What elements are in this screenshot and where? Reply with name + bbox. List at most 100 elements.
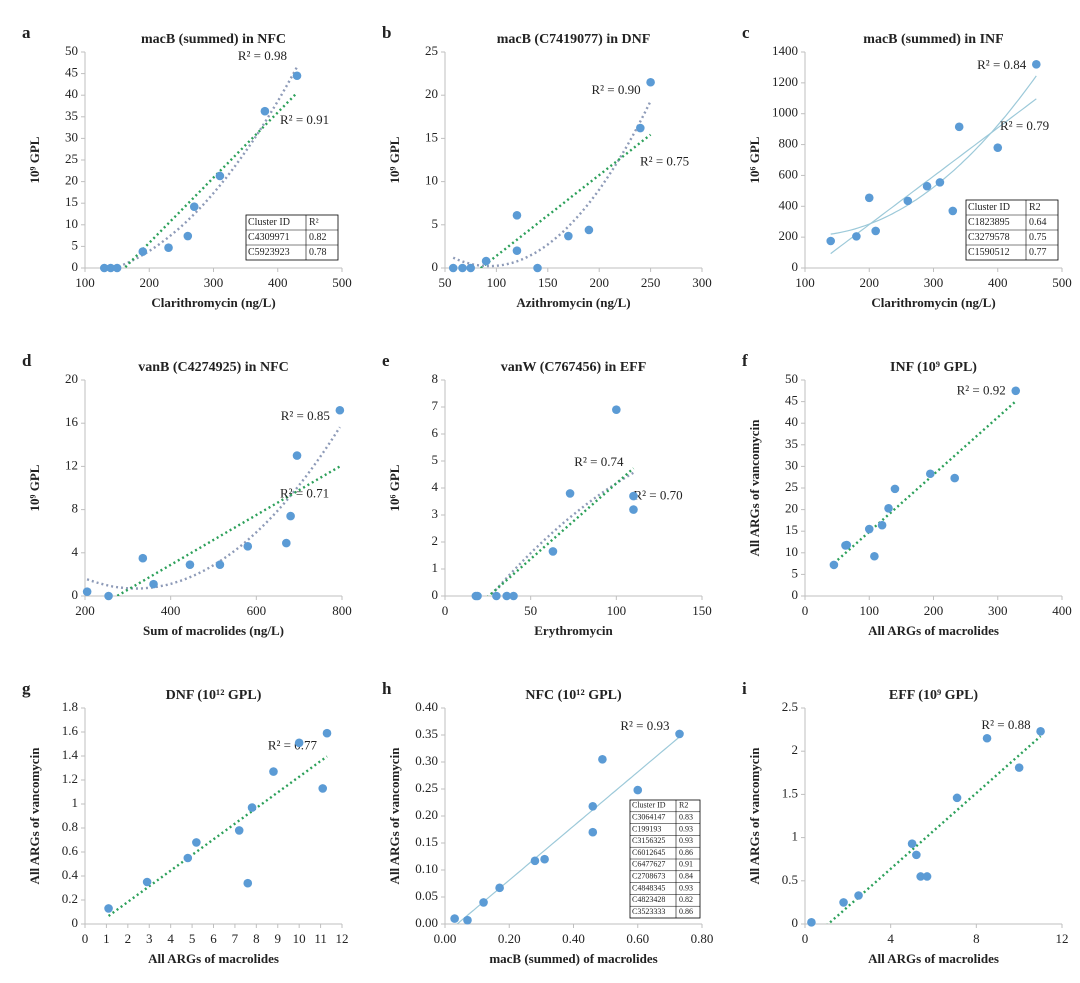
y-tick-label: 50 bbox=[785, 371, 798, 386]
table-cell: 0.83 bbox=[679, 813, 693, 822]
y-tick-label: 3 bbox=[432, 506, 439, 521]
panel: e vanW (C767456) in EFF Erythromycin 10⁶ GP… bbox=[382, 351, 712, 638]
point bbox=[448, 263, 458, 273]
x-tick-label: 12 bbox=[336, 931, 349, 946]
point bbox=[189, 202, 199, 211]
trendline bbox=[830, 75, 1037, 235]
point bbox=[864, 193, 874, 203]
point bbox=[106, 263, 115, 273]
chart-title: NFC (10¹² GPL) bbox=[525, 688, 622, 703]
point bbox=[530, 856, 540, 866]
x-tick-label: 12 bbox=[1056, 931, 1069, 946]
point bbox=[629, 491, 638, 501]
y-tick-label: 4 bbox=[432, 479, 439, 494]
table-cell: R² bbox=[309, 217, 319, 228]
y-axis-label: All ARGs of vancomycin bbox=[747, 419, 762, 557]
point bbox=[509, 591, 518, 601]
x-tick-label: 300 bbox=[692, 275, 712, 290]
y-tick-label: 1.5 bbox=[782, 785, 798, 800]
y-tick-label: 15 bbox=[65, 194, 78, 209]
x-tick-label: 100 bbox=[75, 275, 95, 290]
table-frame bbox=[245, 214, 339, 261]
y-tick-label: 2 bbox=[792, 742, 799, 757]
point bbox=[322, 728, 332, 738]
chart-title: vanW (C767456) in EFF bbox=[501, 360, 647, 375]
panel-letter: f bbox=[742, 351, 748, 370]
x-tick-label: 400 bbox=[161, 603, 181, 618]
chart-title: macB (C7419077) in DNF bbox=[497, 32, 651, 47]
y-axis-label: 10⁶ GPL bbox=[387, 464, 402, 511]
point bbox=[183, 231, 193, 241]
x-tick-label: 8 bbox=[253, 931, 260, 946]
chart-title: EFF (10⁹ GPL) bbox=[889, 688, 979, 703]
point bbox=[138, 553, 148, 563]
y-tick-label: 0 bbox=[432, 259, 439, 274]
y-tick-label: 0.4 bbox=[62, 867, 79, 882]
y-tick-label: 2 bbox=[432, 533, 439, 548]
x-tick-label: 400 bbox=[268, 275, 288, 290]
table-cell: 0.86 bbox=[679, 907, 693, 916]
x-tick-label: 10 bbox=[293, 931, 306, 946]
x-axis-label: Sum of macrolides (ng/L) bbox=[143, 623, 284, 638]
y-tick-label: 45 bbox=[65, 65, 78, 80]
point bbox=[935, 178, 945, 187]
panel-letter: h bbox=[382, 679, 392, 698]
y-tick-label: 20 bbox=[65, 371, 78, 386]
point bbox=[502, 591, 511, 601]
r-squared-label: R² = 0.70 bbox=[633, 487, 682, 502]
x-tick-label: 200 bbox=[75, 603, 95, 618]
table-cell: Cluster ID bbox=[632, 801, 666, 810]
point bbox=[925, 469, 935, 479]
panel: b macB (C7419077) in DNF Azithromycin (ng/… bbox=[382, 23, 712, 310]
table-cell: C6012645 bbox=[632, 848, 665, 857]
point bbox=[294, 738, 304, 748]
table-cell: Cluster ID bbox=[248, 217, 290, 228]
y-tick-label: 600 bbox=[779, 166, 799, 181]
y-tick-label: 5 bbox=[432, 216, 439, 231]
point bbox=[286, 511, 295, 521]
y-tick-label: 0 bbox=[792, 259, 799, 274]
y-tick-label: 800 bbox=[779, 136, 799, 151]
table-cell: 0.93 bbox=[679, 824, 693, 833]
panel-letter: d bbox=[22, 351, 32, 370]
y-tick-label: 6 bbox=[432, 425, 439, 440]
panel: i EFF (10⁹ GPL) All ARGs of macrolides All … bbox=[742, 679, 1069, 966]
chart-title: macB (summed) in NFC bbox=[141, 32, 286, 47]
x-axis-label: Clarithromycin (ng/L) bbox=[151, 295, 275, 310]
point bbox=[993, 143, 1003, 152]
table-cell: 0.86 bbox=[679, 848, 693, 857]
x-tick-label: 300 bbox=[924, 275, 944, 290]
chart-title: INF (10⁹ GPL) bbox=[890, 360, 977, 375]
x-tick-label: 500 bbox=[1052, 275, 1072, 290]
x-tick-label: 0.20 bbox=[498, 931, 521, 946]
point bbox=[142, 877, 152, 887]
y-tick-label: 0 bbox=[72, 915, 79, 930]
x-tick-label: 1 bbox=[103, 931, 110, 946]
trendline bbox=[833, 400, 1017, 565]
x-tick-label: 11 bbox=[314, 931, 327, 946]
x-tick-label: 200 bbox=[140, 275, 160, 290]
point bbox=[903, 196, 913, 206]
y-tick-label: 25 bbox=[785, 479, 798, 494]
y-tick-label: 0 bbox=[432, 587, 439, 602]
point bbox=[854, 891, 863, 900]
y-tick-label: 50 bbox=[65, 43, 78, 58]
y-tick-label: 2.5 bbox=[782, 699, 798, 714]
table-cell: C3279578 bbox=[968, 232, 1010, 243]
trendline bbox=[452, 100, 652, 268]
point bbox=[463, 915, 472, 925]
y-axis-label: 10⁶ GPL bbox=[747, 136, 762, 183]
table-cell: 0.82 bbox=[309, 232, 327, 243]
table-cell: C1823895 bbox=[968, 217, 1010, 228]
point bbox=[183, 853, 193, 863]
y-tick-label: 15 bbox=[425, 129, 438, 144]
point bbox=[104, 591, 113, 601]
point bbox=[1011, 386, 1021, 396]
point bbox=[492, 591, 501, 601]
point bbox=[588, 827, 598, 837]
y-tick-label: 35 bbox=[65, 108, 78, 123]
x-tick-label: 400 bbox=[1052, 603, 1072, 618]
table-cell: 0.82 bbox=[679, 895, 693, 904]
point bbox=[922, 872, 932, 881]
table-cell: C3156325 bbox=[632, 836, 665, 845]
